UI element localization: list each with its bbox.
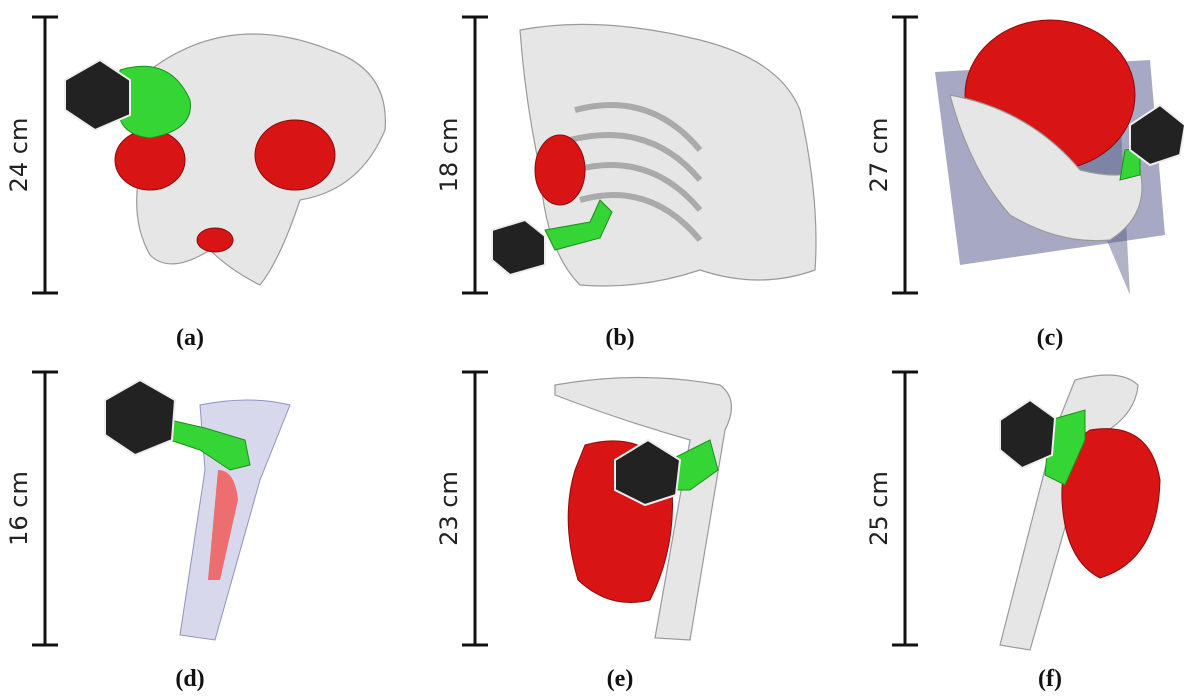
scale-label: 18 cm — [435, 118, 463, 193]
panel-label: (d) — [175, 666, 204, 692]
panel-label: (a) — [176, 325, 204, 351]
scale-label: 23 cm — [435, 471, 463, 546]
figure: 24 cm (a) 18 cm (b) 27 cm (c) 16 cm (d) 23 cm (e)… — [0, 0, 1184, 699]
scale-label: 27 cm — [865, 118, 893, 193]
render-e — [555, 378, 731, 641]
panel-label: (b) — [605, 325, 634, 351]
render-d — [105, 380, 290, 640]
panel-label: (c) — [1037, 325, 1064, 351]
render-a — [65, 34, 385, 285]
scale-label: 24 cm — [5, 118, 33, 193]
render-c — [935, 20, 1184, 295]
panel-label: (f) — [1038, 666, 1062, 692]
scale-label: 25 cm — [865, 471, 893, 546]
render-b — [492, 24, 816, 286]
panel-label: (e) — [607, 666, 634, 692]
scale-label: 16 cm — [5, 471, 33, 546]
render-f — [1000, 375, 1160, 650]
